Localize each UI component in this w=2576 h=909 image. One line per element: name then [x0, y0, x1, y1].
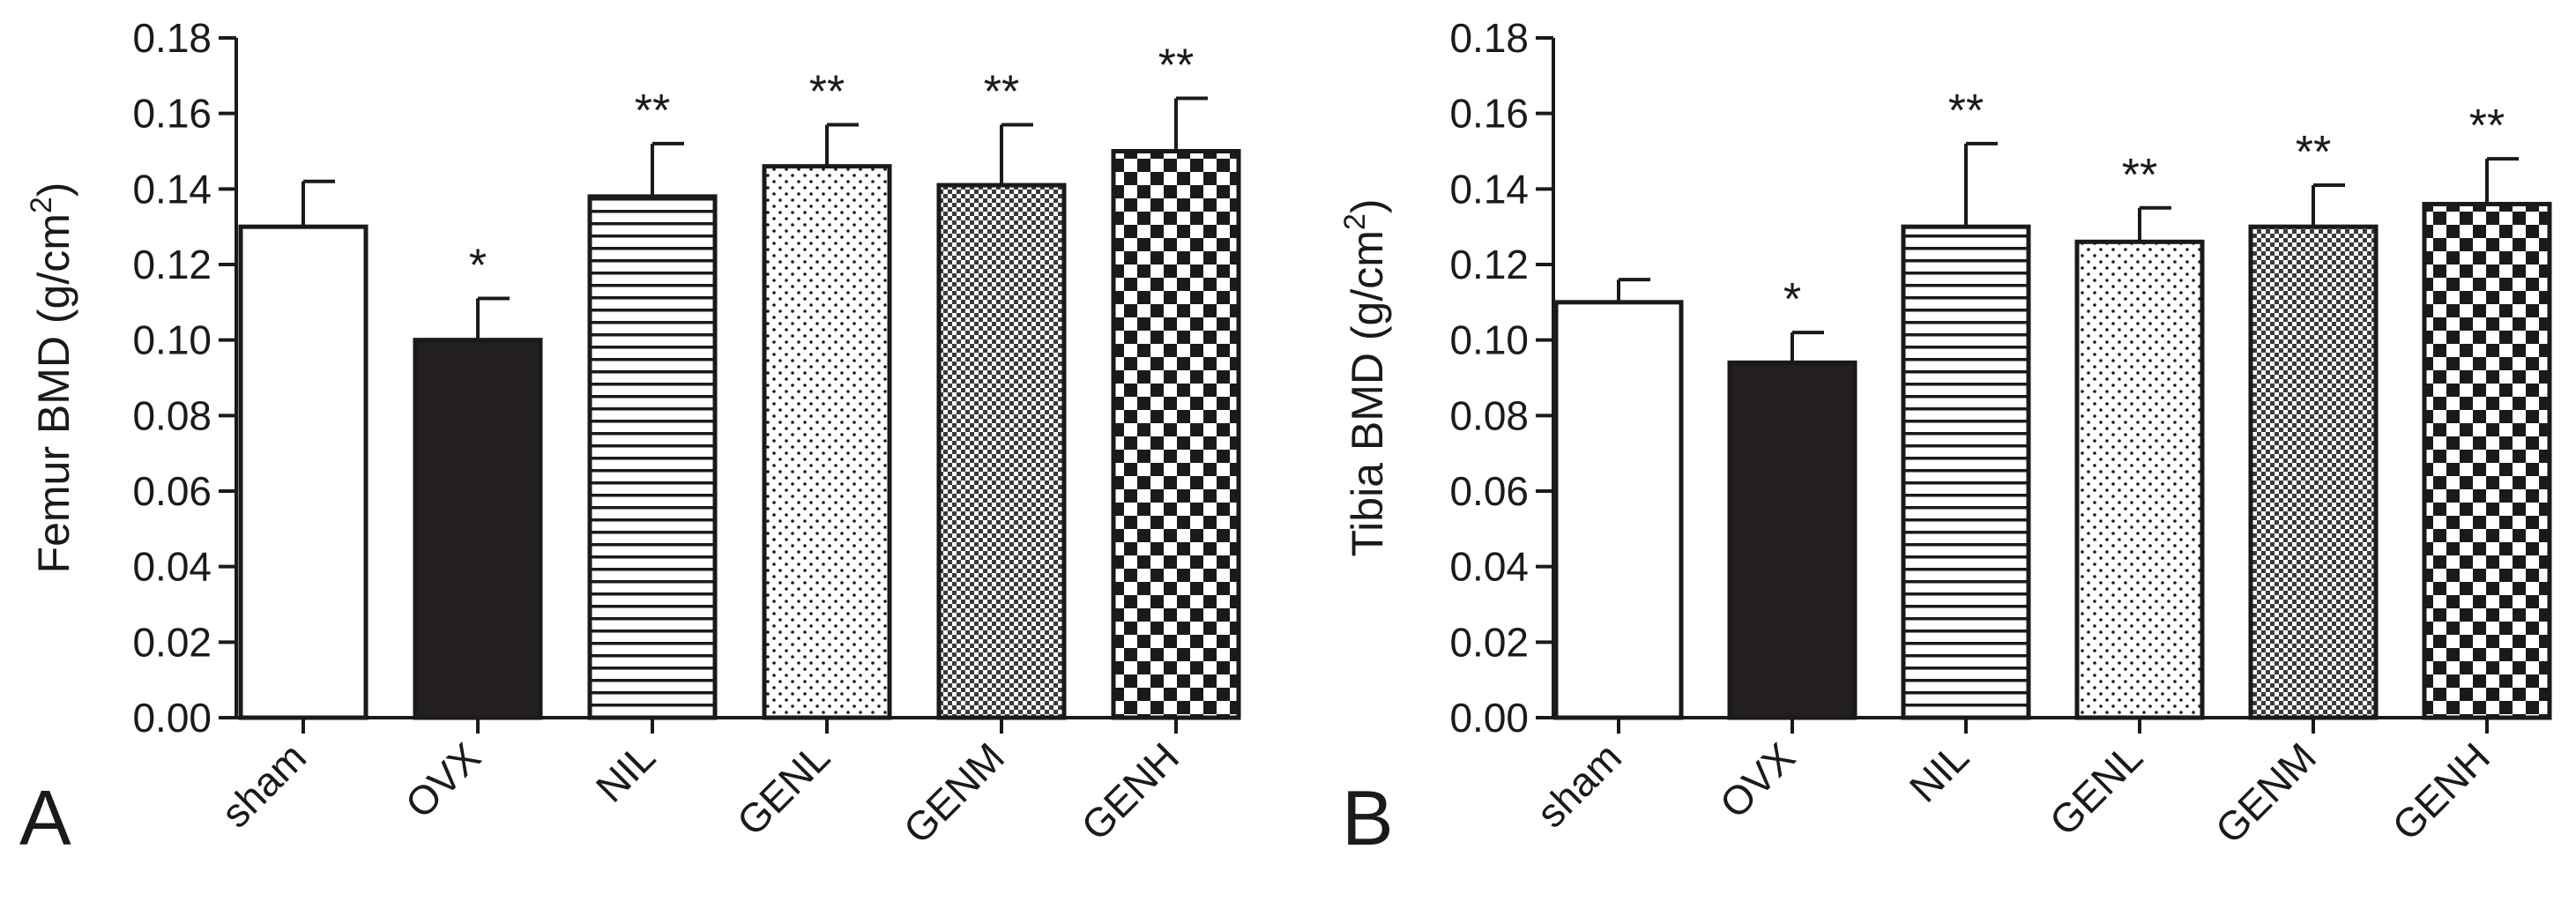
y-tick-label: 0.12	[132, 242, 212, 287]
significance-marker: **	[809, 67, 845, 118]
y-axis-title: Femur BMD (g/cm2)	[25, 183, 78, 574]
category-label: GENM	[895, 734, 1013, 852]
significance-marker: **	[635, 86, 670, 137]
significance-marker: **	[2296, 127, 2331, 178]
significance-marker: **	[1158, 41, 1194, 92]
category-label: GENL	[2041, 734, 2151, 844]
y-tick-label: 0.02	[132, 619, 212, 665]
bar-sham	[1553, 300, 1684, 720]
significance-marker: *	[1783, 274, 1801, 325]
y-tick-label: 0.14	[1449, 166, 1529, 212]
significance-marker: **	[2469, 101, 2505, 152]
y-tick-label: 0.08	[1449, 392, 1529, 438]
bar-ovx	[413, 338, 543, 720]
y-tick-label: 0.06	[132, 468, 212, 514]
category-label: GENH	[2383, 734, 2498, 849]
bar-genm	[936, 183, 1067, 720]
significance-marker: **	[984, 67, 1019, 118]
y-tick-label: 0.16	[132, 91, 212, 137]
category-label: OVX	[397, 734, 489, 826]
y-tick-label: 0.00	[1449, 695, 1529, 741]
category-label: GENH	[1072, 734, 1187, 849]
category-label: NIL	[587, 734, 664, 810]
y-tick-label: 0.02	[1449, 619, 1529, 665]
y-tick-label: 0.06	[1449, 468, 1529, 514]
bar-genl	[2074, 239, 2205, 720]
bar-genh	[2422, 201, 2552, 720]
y-tick-label: 0.14	[132, 166, 212, 212]
bar-nil	[587, 194, 718, 720]
y-tick-label: 0.08	[132, 392, 212, 438]
category-label: OVX	[1711, 734, 1804, 826]
y-tick-label: 0.10	[132, 317, 212, 363]
y-tick-label: 0.18	[1449, 15, 1529, 61]
panel-letter: A	[19, 774, 71, 861]
bar-nil	[1901, 224, 2031, 720]
significance-marker: **	[2122, 150, 2157, 201]
significance-marker: *	[469, 241, 487, 292]
bar-sham	[238, 224, 369, 720]
y-tick-label: 0.12	[1449, 242, 1529, 287]
bar-genh	[1111, 149, 1241, 720]
panel-letter: B	[1342, 774, 1394, 861]
category-label: sham	[212, 734, 315, 836]
y-axis-title: Tibia BMD (g/cm2)	[1338, 199, 1392, 557]
y-tick-label: 0.18	[132, 15, 212, 61]
significance-marker: **	[1948, 86, 1984, 137]
bar-genl	[762, 164, 892, 720]
y-tick-label: 0.04	[1449, 544, 1529, 590]
category-label: sham	[1528, 734, 1630, 836]
femur-bmd-panel: 0.00 0.02 0.04 0.06 0.08 0.10 0.12 0.14 0.16 0.18…	[19, 15, 1241, 861]
category-label: GENM	[2207, 734, 2325, 852]
y-tick-label: 0.10	[1449, 317, 1529, 363]
y-tick-label: 0.16	[1449, 91, 1529, 137]
category-label: NIL	[1901, 734, 1977, 810]
y-tick-label: 0.04	[132, 544, 212, 590]
tibia-bmd-panel: 0.00 0.02 0.04 0.06 0.08 0.10 0.12 0.14 0.16 0.18…	[1338, 15, 2552, 861]
category-label: GENL	[728, 734, 838, 844]
bar-genm	[2248, 224, 2379, 720]
y-tick-label: 0.00	[132, 695, 212, 741]
bar-ovx	[1727, 360, 1858, 720]
